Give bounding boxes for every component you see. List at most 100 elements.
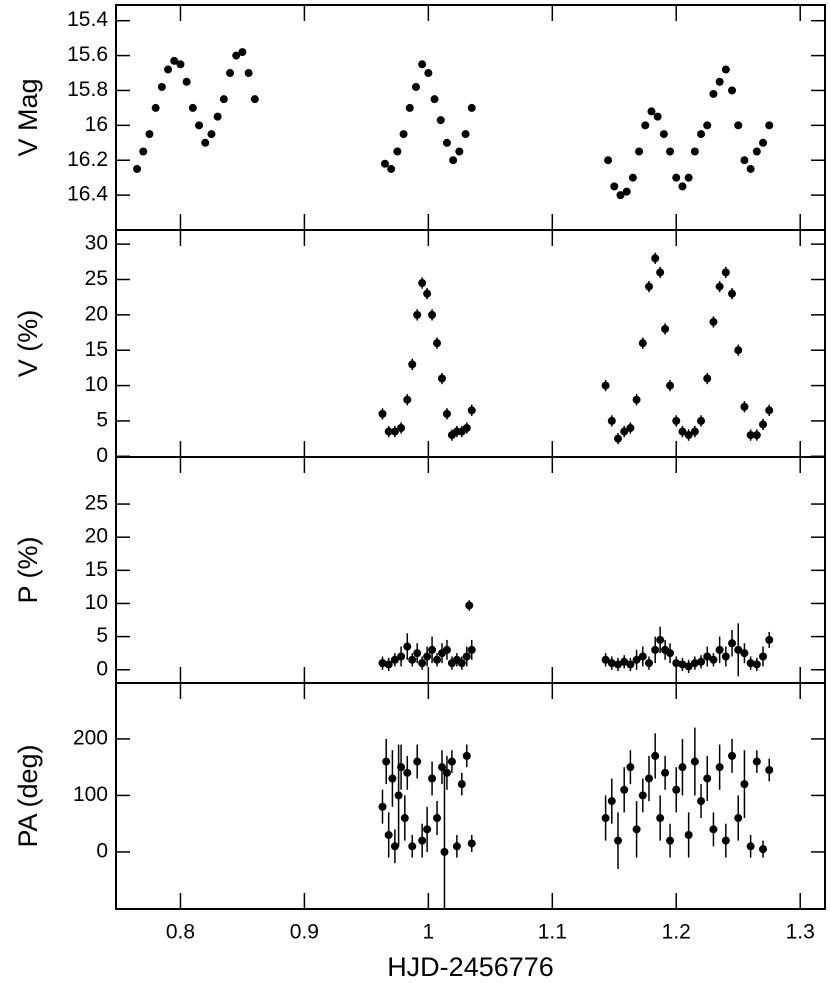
data-point [423,825,432,834]
data-point [384,427,393,436]
data-point [601,655,610,664]
data-point [765,121,774,130]
data-point [659,130,668,139]
data-point [759,652,768,661]
x-tick-label: 1.1 [538,921,567,944]
data-point [405,103,414,112]
data-point [413,757,422,766]
data-point [397,652,406,661]
data-point [145,130,154,139]
data-point [442,645,451,654]
data-point [715,77,724,86]
data-point [151,103,160,112]
data-point [626,660,635,669]
y-axis-label: P (%) [13,536,43,603]
data-point [423,652,432,661]
data-point [394,791,403,800]
data-point [672,659,681,668]
data-point [684,431,693,440]
data-point [734,814,743,823]
data-point [457,659,466,668]
data-point [656,814,665,823]
data-point [418,279,427,288]
data-point [449,156,458,165]
data-point [690,147,699,156]
data-point [728,751,737,760]
y-tick-label: 30 [85,232,108,255]
y-tick-label: 0 [96,657,108,680]
data-point [188,103,197,112]
data-point [666,147,675,156]
data-point [644,282,653,291]
data-point [384,660,393,669]
data-point [250,95,259,104]
data-point [411,82,420,91]
data-point [442,768,451,777]
data-point [697,797,706,806]
data-point [653,112,662,121]
data-point [462,751,471,760]
data-point [207,130,216,139]
data-point [715,763,724,772]
data-point [626,424,635,433]
data-point [467,839,476,848]
data-point [641,121,650,130]
data-point [651,254,660,263]
data-point [380,159,389,168]
data-point [620,427,629,436]
data-point [437,374,446,383]
data-point [440,847,449,856]
data-point [157,82,166,91]
data-point [644,659,653,668]
data-point [690,757,699,766]
data-point [462,652,471,661]
data-point [403,395,412,404]
data-point [620,657,629,666]
data-point [408,360,417,369]
data-point [442,138,451,147]
data-point [133,164,142,173]
data-point [651,751,660,760]
data-point [390,842,399,851]
data-point [614,836,623,845]
data-point [728,86,737,95]
data-point [397,424,406,433]
data-point [393,147,402,156]
data-point [620,785,629,794]
y-tick-label: 15 [85,338,108,361]
y-tick-label: 200 [73,726,108,749]
data-point [672,785,681,794]
data-point [656,268,665,277]
data-point [709,825,718,834]
data-point [433,655,442,664]
y-tick-label: 5 [96,624,108,647]
data-point [408,842,417,851]
data-point [418,836,427,845]
data-point [413,649,422,658]
data-point [182,77,191,86]
data-point [467,406,476,415]
data-point [740,649,749,658]
data-point [467,103,476,112]
data-point [703,374,712,383]
panel-frame [115,229,826,458]
data-point [462,424,471,433]
data-point [614,434,623,443]
data-point [418,659,427,668]
data-point [244,69,253,78]
x-tick-label: 0.8 [166,921,195,944]
data-point [721,652,730,661]
data-point [709,317,718,326]
data-point [635,147,644,156]
data-point [684,662,693,671]
data-point [436,116,445,125]
data-point [759,138,768,147]
data-point [607,659,616,668]
data-point [457,780,466,789]
data-point [632,655,641,664]
y-tick-label: 20 [85,302,108,325]
data-point [666,381,675,390]
data-point [752,757,761,766]
x-tick-label: 1.3 [786,921,815,944]
